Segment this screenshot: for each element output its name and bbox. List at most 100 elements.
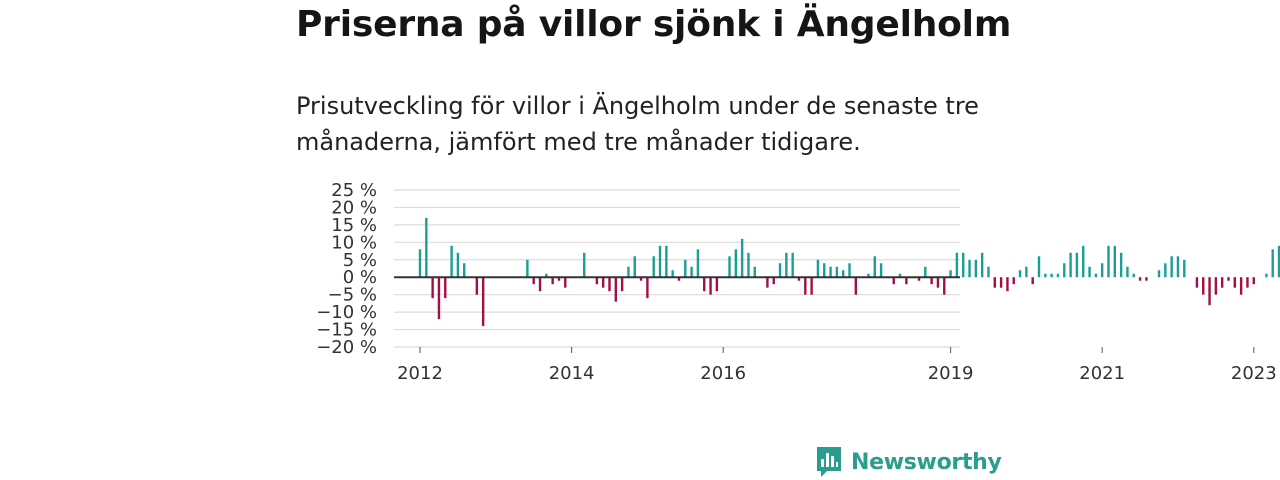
bar	[766, 277, 769, 288]
x-tick-label: 2012	[397, 363, 443, 384]
bar	[1100, 263, 1104, 278]
bar	[785, 252, 788, 278]
bar	[1233, 277, 1237, 288]
bar	[987, 266, 990, 278]
bar	[753, 266, 756, 278]
y-tick-label: 15 %	[331, 215, 377, 236]
bar	[728, 256, 731, 278]
bar	[1031, 277, 1034, 285]
bar	[658, 245, 662, 278]
bar	[1063, 263, 1066, 278]
bar	[545, 273, 548, 278]
bar	[930, 277, 933, 285]
bar	[1044, 273, 1047, 278]
bar	[1246, 277, 1249, 288]
bar	[1265, 273, 1268, 278]
bar	[665, 245, 668, 278]
bar	[873, 256, 876, 278]
bar	[949, 270, 952, 278]
bar	[557, 277, 561, 281]
y-axis-labels: 25 %20 %15 %10 %5 %0 %−5 %−10 %−15 %−20 …	[316, 180, 377, 358]
bar	[1025, 266, 1028, 278]
bar	[709, 277, 712, 295]
bar	[848, 263, 851, 278]
bar	[684, 259, 687, 278]
brand-name: Newsworthy	[851, 449, 1002, 475]
y-tick-label: −15 %	[316, 320, 377, 341]
bar	[1132, 273, 1135, 278]
bar	[639, 277, 643, 281]
bar	[1195, 277, 1199, 288]
bar	[1271, 249, 1274, 278]
bar	[652, 256, 655, 278]
bar	[804, 277, 807, 295]
bar	[551, 277, 554, 285]
bar	[955, 252, 959, 278]
bar	[1227, 277, 1230, 281]
x-tick-label: 2014	[549, 363, 595, 384]
bar	[646, 277, 649, 299]
bar	[1126, 266, 1129, 278]
bar	[772, 277, 775, 285]
x-tick-label: 2021	[1079, 363, 1125, 384]
bar	[620, 277, 624, 292]
y-tick-label: 10 %	[331, 232, 377, 253]
y-tick-label: 0 %	[343, 267, 377, 288]
bar	[1157, 270, 1161, 278]
bar	[993, 277, 996, 288]
bar	[1050, 273, 1053, 278]
bar	[1138, 277, 1142, 281]
chart-subtitle: Prisutveckling för villor i Ängelholm un…	[296, 92, 979, 156]
bar	[1082, 245, 1085, 278]
bar	[1075, 252, 1079, 278]
grid-lines	[394, 189, 960, 348]
bar	[595, 277, 599, 285]
bar	[936, 277, 940, 288]
bar	[1107, 245, 1110, 278]
x-axis-labels: 2012201420162019202120232025	[397, 347, 1277, 384]
bar	[892, 277, 895, 285]
bar	[879, 263, 883, 278]
bar	[463, 263, 466, 278]
bar	[968, 259, 971, 278]
bar	[943, 277, 946, 295]
bar	[715, 277, 719, 292]
bar	[747, 252, 750, 278]
bar	[532, 277, 535, 285]
bars	[418, 217, 1280, 327]
bar	[1252, 277, 1255, 285]
bar	[841, 270, 845, 278]
bar	[627, 266, 630, 278]
x-tick-label: 2023	[1231, 363, 1277, 384]
bar	[1094, 273, 1098, 278]
bar	[450, 245, 453, 278]
newsworthy-logo-icon	[817, 447, 841, 477]
y-tick-label: −5 %	[328, 285, 377, 306]
bar	[475, 277, 479, 295]
y-tick-label: 25 %	[331, 180, 377, 201]
bar	[1006, 277, 1009, 292]
y-tick-label: −10 %	[316, 302, 377, 323]
bar	[999, 277, 1003, 288]
bar	[1277, 245, 1280, 278]
bar	[924, 266, 927, 278]
bar	[1183, 259, 1186, 278]
bar	[437, 277, 441, 320]
bar	[1069, 252, 1072, 278]
bar	[614, 277, 618, 302]
bar	[835, 266, 839, 278]
bar	[431, 277, 434, 299]
bar	[1239, 277, 1243, 295]
bar	[1113, 245, 1117, 278]
bar	[1176, 256, 1180, 278]
bar	[898, 273, 902, 278]
bar	[1012, 277, 1015, 285]
bar	[425, 217, 428, 278]
bar	[1208, 277, 1211, 306]
bar	[980, 252, 984, 278]
bar	[608, 277, 611, 292]
bar	[1202, 277, 1205, 295]
bar	[703, 277, 706, 292]
bar	[1170, 256, 1173, 278]
bar	[810, 277, 813, 295]
